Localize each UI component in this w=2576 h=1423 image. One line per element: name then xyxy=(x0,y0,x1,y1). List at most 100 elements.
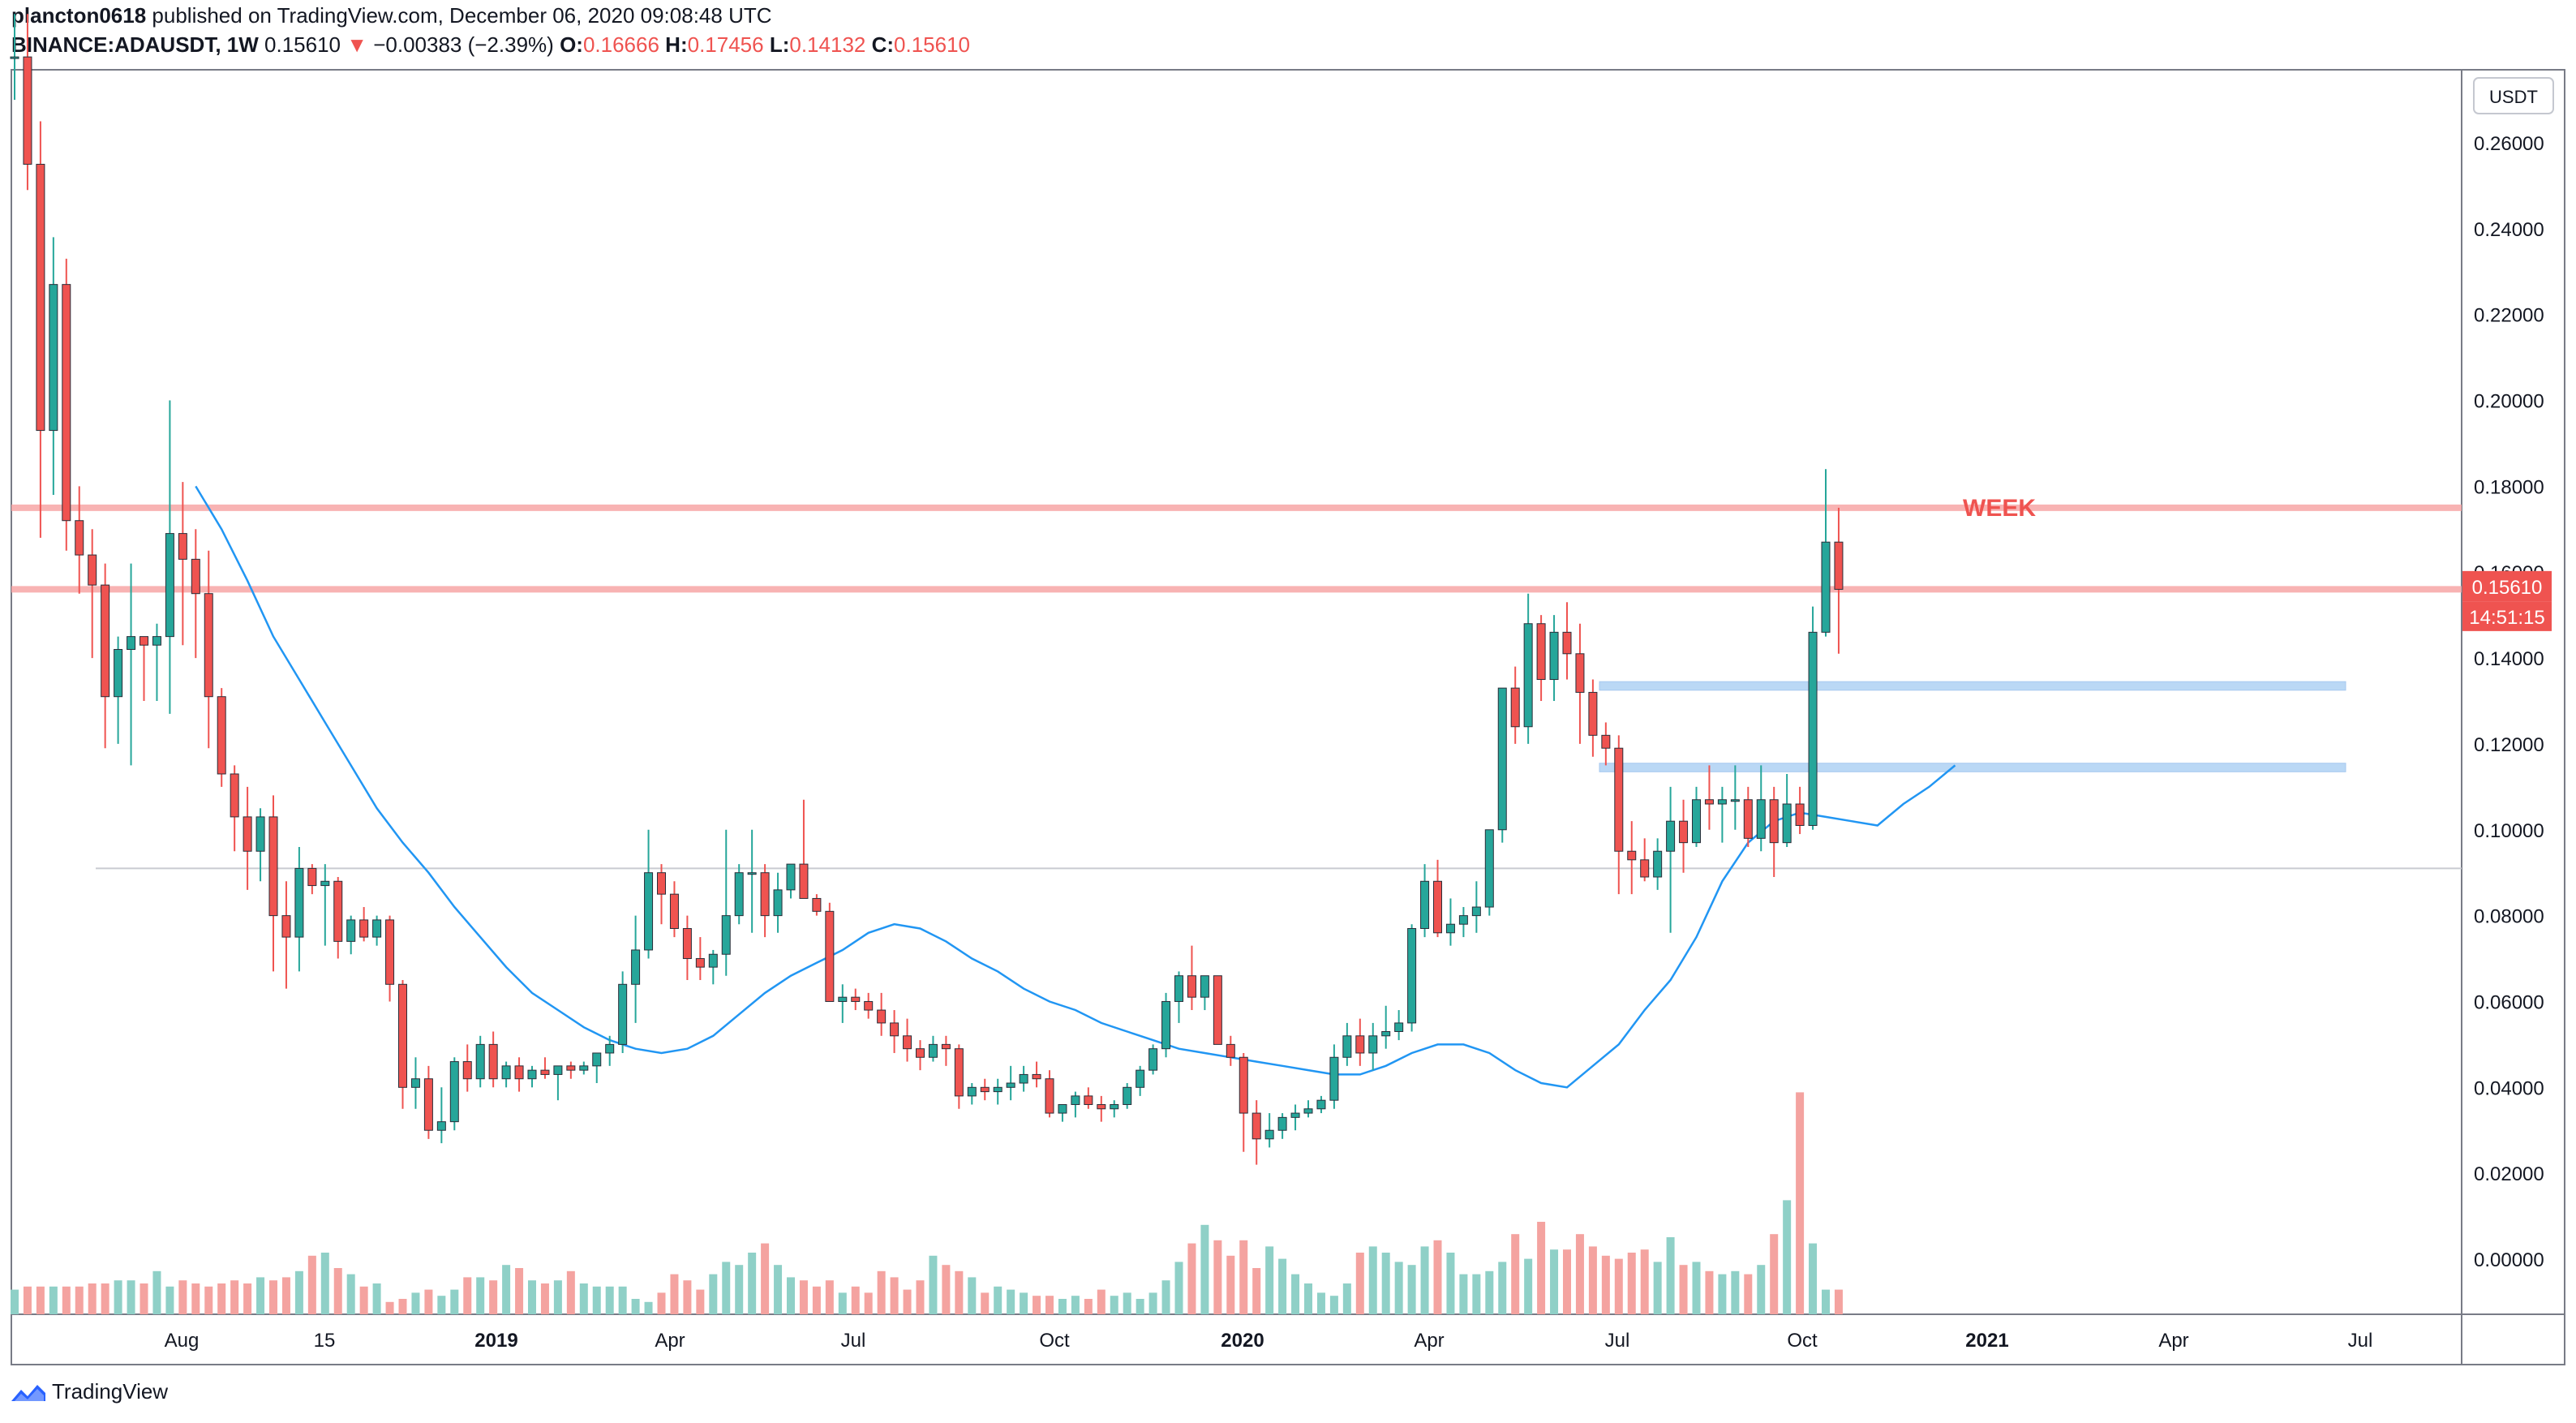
candle-body[interactable] xyxy=(1549,631,1559,681)
currency-box[interactable] xyxy=(2473,77,2554,114)
candle-body[interactable] xyxy=(333,880,343,942)
tradingview-brand[interactable]: TradingView xyxy=(10,1379,168,1404)
candle-body[interactable] xyxy=(1329,1056,1339,1101)
candle-body[interactable] xyxy=(230,773,239,818)
candle-body[interactable] xyxy=(747,872,757,875)
candle-body[interactable] xyxy=(1342,1035,1352,1058)
candle-body[interactable] xyxy=(916,1048,925,1058)
candle-body[interactable] xyxy=(10,56,19,59)
candle-body[interactable] xyxy=(695,958,705,968)
candle-body[interactable] xyxy=(152,636,161,646)
candle-body[interactable] xyxy=(1239,1056,1248,1114)
candle-body[interactable] xyxy=(127,636,136,650)
candle-body[interactable] xyxy=(449,1061,459,1123)
candle-body[interactable] xyxy=(462,1061,472,1080)
candle-body[interactable] xyxy=(1536,623,1546,681)
candle-body[interactable] xyxy=(721,915,731,955)
candle-body[interactable] xyxy=(88,554,97,586)
candle-body[interactable] xyxy=(605,1043,615,1054)
candle-body[interactable] xyxy=(903,1035,912,1050)
candle-body[interactable] xyxy=(1562,631,1572,655)
candle-body[interactable] xyxy=(1071,1095,1080,1105)
candle-body[interactable] xyxy=(1640,859,1650,878)
candle-body[interactable] xyxy=(75,520,84,556)
candle-body[interactable] xyxy=(812,897,822,912)
candle-body[interactable] xyxy=(1471,906,1481,917)
candle-body[interactable] xyxy=(825,910,835,1002)
candle-body[interactable] xyxy=(49,284,58,432)
candle-body[interactable] xyxy=(1110,1103,1119,1110)
candle-body[interactable] xyxy=(243,816,252,852)
candle-body[interactable] xyxy=(1458,915,1468,925)
candle-body[interactable] xyxy=(1782,803,1792,844)
candle-body[interactable] xyxy=(294,867,304,938)
candle-body[interactable] xyxy=(1174,975,1183,1002)
candle-body[interactable] xyxy=(799,863,809,899)
candle-body[interactable] xyxy=(527,1069,537,1080)
candle-body[interactable] xyxy=(1303,1108,1313,1114)
candle-body[interactable] xyxy=(760,872,770,917)
candle-body[interactable] xyxy=(514,1065,524,1080)
candle-body[interactable] xyxy=(1445,923,1455,934)
support-zone[interactable] xyxy=(1599,763,2346,772)
countdown-tag[interactable] xyxy=(2462,601,2552,631)
candle-body[interactable] xyxy=(1058,1103,1067,1114)
moving-average-line[interactable] xyxy=(195,485,1956,1089)
last-price-tag[interactable] xyxy=(2462,570,2552,602)
candle-body[interactable] xyxy=(734,872,744,917)
candle-body[interactable] xyxy=(1316,1099,1326,1110)
support-zone[interactable] xyxy=(1599,681,2346,691)
candle-body[interactable] xyxy=(941,1043,951,1050)
candle-body[interactable] xyxy=(204,593,213,698)
candle-body[interactable] xyxy=(1588,691,1598,736)
candle-body[interactable] xyxy=(1834,541,1844,590)
candle-body[interactable] xyxy=(1355,1035,1365,1054)
candle-body[interactable] xyxy=(669,893,679,929)
candle-body[interactable] xyxy=(1666,820,1676,852)
candle-body[interactable] xyxy=(1497,687,1507,831)
candle-body[interactable] xyxy=(1510,687,1520,728)
candle-body[interactable] xyxy=(1006,1082,1015,1088)
candle-body[interactable] xyxy=(1123,1086,1132,1105)
candle-body[interactable] xyxy=(1523,623,1533,728)
candle-body[interactable] xyxy=(1407,927,1417,1024)
candle-body[interactable] xyxy=(385,919,395,985)
candle-body[interactable] xyxy=(23,56,32,165)
candle-body[interactable] xyxy=(773,889,783,917)
candle-body[interactable] xyxy=(1252,1112,1261,1140)
candle-body[interactable] xyxy=(864,1000,874,1011)
candle-body[interactable] xyxy=(618,983,628,1045)
candle-body[interactable] xyxy=(1084,1095,1093,1105)
candle-body[interactable] xyxy=(993,1086,1002,1093)
candle-body[interactable] xyxy=(101,584,110,698)
candle-body[interactable] xyxy=(592,1052,602,1067)
candle-body[interactable] xyxy=(1368,1035,1378,1054)
candle-body[interactable] xyxy=(436,1121,446,1131)
candle-body[interactable] xyxy=(1692,799,1701,844)
candle-body[interactable] xyxy=(488,1043,498,1080)
candle-body[interactable] xyxy=(62,284,71,522)
candle-body[interactable] xyxy=(1653,850,1663,878)
candle-body[interactable] xyxy=(1756,799,1766,839)
candle-body[interactable] xyxy=(1704,799,1714,805)
candle-body[interactable] xyxy=(631,949,641,985)
candle-body[interactable] xyxy=(1730,799,1740,802)
candle-body[interactable] xyxy=(1394,1022,1404,1033)
candle-body[interactable] xyxy=(1795,803,1805,826)
candle-body[interactable] xyxy=(928,1043,938,1058)
candle-body[interactable] xyxy=(1045,1078,1054,1114)
candle-body[interactable] xyxy=(372,919,382,938)
candle-body[interactable] xyxy=(501,1065,511,1080)
candle-body[interactable] xyxy=(890,1022,899,1037)
candle-body[interactable] xyxy=(281,915,291,938)
candle-body[interactable] xyxy=(178,533,187,560)
candle-body[interactable] xyxy=(1032,1073,1041,1080)
candle-body[interactable] xyxy=(140,636,148,646)
candle-body[interactable] xyxy=(954,1048,964,1097)
candle-body[interactable] xyxy=(36,163,45,432)
candle-body[interactable] xyxy=(1614,747,1624,852)
candle-body[interactable] xyxy=(1808,631,1818,826)
candle-body[interactable] xyxy=(1679,820,1689,844)
candle-body[interactable] xyxy=(1627,850,1637,861)
